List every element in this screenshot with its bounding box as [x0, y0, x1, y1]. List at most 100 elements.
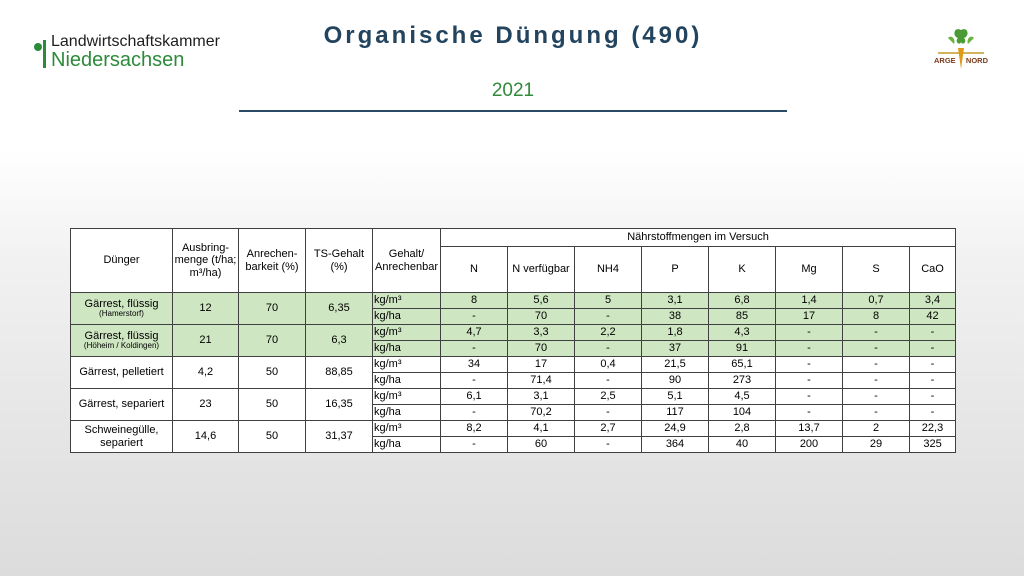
nutrient-value-cell: - — [775, 356, 843, 373]
duenger-name-cell: Gärrest, flüssig (Hamerstorf) — [70, 292, 173, 325]
nutrient-value-cell: 24,9 — [641, 420, 709, 437]
nutrient-value-cell: 34 — [440, 356, 508, 373]
nutrient-value-cell: 325 — [908, 436, 957, 453]
nutrient-value-cell: - — [842, 404, 910, 421]
header-gehalt: Gehalt/ Anrechenbar — [372, 228, 441, 293]
nutrient-value-cell: 3,1 — [507, 388, 575, 405]
ts-cell: 31,37 — [305, 420, 373, 453]
ts-cell: 6,35 — [305, 292, 373, 325]
header-duenger: Dünger — [70, 228, 173, 293]
table-row: kg/ha -70-37 91- - - — [71, 340, 957, 357]
nutrient-value-cell: 4,3 — [708, 324, 776, 341]
nutrient-value-cell: 13,7 — [775, 420, 843, 437]
anrechen-cell: 50 — [238, 388, 306, 421]
nutrient-value-cell: - — [775, 372, 843, 389]
lwk-leaf-icon — [34, 40, 46, 68]
nutrient-value-cell: 91 — [708, 340, 776, 357]
ts-cell: 16,35 — [305, 388, 373, 421]
table-row: kg/ha -70-38 85 17 8 42 — [71, 308, 957, 325]
nutrient-value-cell: 6,8 — [708, 292, 776, 309]
duenger-name-cell: Gärrest, pelletiert — [70, 356, 173, 389]
header-nutrient: Mg — [775, 246, 843, 293]
nutrient-value-cell: 5,6 — [507, 292, 575, 309]
nutrient-value-cell: 38 — [641, 308, 709, 325]
nutrient-value-cell: - — [775, 388, 843, 405]
nutrient-value-cell: 1,8 — [641, 324, 709, 341]
table-row: Gärrest, flüssig (Höheim / Koldingen) 21 70… — [70, 324, 957, 357]
header-anrechenbarkeit: Anrechen-barkeit (%) — [238, 228, 306, 293]
arge-nord-text: ARGE NORD — [934, 56, 988, 65]
nutrient-value-cell: 4,7 — [440, 324, 508, 341]
duenger-name: Gärrest, separiert — [78, 398, 165, 411]
nutrient-value-cell: 40 — [708, 436, 776, 453]
nutrient-value-cell: 3,1 — [641, 292, 709, 309]
header-nutrient: NH4 — [574, 246, 642, 293]
nutrient-value-cell: 29 — [842, 436, 910, 453]
nutrient-value-cell: - — [842, 372, 910, 389]
header-nutrient: N verfügbar — [507, 246, 575, 293]
nutrient-value-cell: 273 — [708, 372, 776, 389]
table-row: Schweinegülle, separiert 14,6 50 31,37 kg/m³… — [70, 420, 957, 453]
duenger-location: (Hamerstorf) — [99, 309, 144, 319]
nutrient-value-cell: 1,4 — [775, 292, 843, 309]
ausbring-cell: 14,6 — [172, 420, 239, 453]
nutrient-value-cell: - — [842, 340, 910, 357]
nutrient-value-cell: - — [574, 340, 642, 357]
nutrient-value-cell: - — [440, 372, 508, 389]
nutrient-value-cell: - — [775, 404, 843, 421]
nutrient-value-cell: - — [908, 356, 957, 373]
lwk-logo-line2: Niedersachsen — [51, 49, 185, 71]
nutrient-table: Dünger Ausbring-menge (t/ha; m³/ha) Anre… — [70, 228, 957, 453]
duenger-name: Gärrest, flüssig — [84, 298, 159, 311]
duenger-name-cell: Schweinegülle, separiert — [70, 420, 173, 453]
nutrient-value-cell: 70 — [507, 308, 575, 325]
header-nutrient: K — [708, 246, 776, 293]
unit-cell: kg/ha — [372, 308, 441, 325]
nutrient-value-cell: 2 — [842, 420, 910, 437]
nutrient-value-cell: 2,5 — [574, 388, 642, 405]
unit-cell: kg/ha — [372, 340, 441, 357]
nutrient-value-cell: - — [440, 308, 508, 325]
duenger-location: (Höheim / Koldingen) — [83, 341, 160, 351]
unit-cell: kg/m³ — [372, 420, 441, 437]
lwk-logo-line1: Landwirtschaftskammer — [51, 33, 220, 50]
nutrient-value-cell: - — [908, 404, 957, 421]
anrechen-cell: 70 — [238, 324, 306, 357]
nutrient-value-cell: - — [440, 404, 508, 421]
nutrient-value-cell: 71,4 — [507, 372, 575, 389]
nutrient-value-cell: - — [574, 436, 642, 453]
nutrient-value-cell: 0,4 — [574, 356, 642, 373]
nutrient-value-cell: - — [775, 340, 843, 357]
ausbring-cell: 23 — [172, 388, 239, 421]
nutrient-value-cell: - — [842, 356, 910, 373]
nutrient-value-cell: 85 — [708, 308, 776, 325]
nutrient-value-cell: - — [908, 340, 957, 357]
nutrient-value-cell: 4,5 — [708, 388, 776, 405]
nutrient-value-cell: 3,3 — [507, 324, 575, 341]
anrechen-cell: 70 — [238, 292, 306, 325]
lwk-logo: Landwirtschaftskammer Niedersachsen — [33, 33, 233, 73]
nutrient-value-cell: - — [908, 372, 957, 389]
table-row: Gärrest, pelletiert 4,2 50 88,85 kg/m³ 34 17 0,… — [70, 356, 957, 389]
header-nutrient: P — [641, 246, 709, 293]
nutrient-value-cell: 2,2 — [574, 324, 642, 341]
page-subtitle: 2021 — [491, 80, 535, 101]
unit-cell: kg/m³ — [372, 292, 441, 309]
nutrient-value-cell: - — [842, 388, 910, 405]
header-ausbringmenge: Ausbring-menge (t/ha; m³/ha) — [172, 228, 239, 293]
nutrient-value-cell: - — [775, 324, 843, 341]
table-row: Gärrest, separiert 23 50 16,35 kg/m³ 6,1 3,1 2,… — [70, 388, 957, 421]
anrechen-cell: 50 — [238, 356, 306, 389]
nutrient-value-cell: 21,5 — [641, 356, 709, 373]
unit-cell: kg/m³ — [372, 356, 441, 373]
nutrient-value-cell: - — [440, 340, 508, 357]
nutrient-value-cell: 4,1 — [507, 420, 575, 437]
nutrient-value-cell: 17 — [775, 308, 843, 325]
nutrient-value-cell: 22,3 — [908, 420, 957, 437]
ausbring-cell: 4,2 — [172, 356, 239, 389]
nutrient-value-cell: 104 — [708, 404, 776, 421]
nutrient-value-cell: 70 — [507, 340, 575, 357]
ausbring-cell: 12 — [172, 292, 239, 325]
nutrient-value-cell: 200 — [775, 436, 843, 453]
nutrient-value-cell: 2,8 — [708, 420, 776, 437]
